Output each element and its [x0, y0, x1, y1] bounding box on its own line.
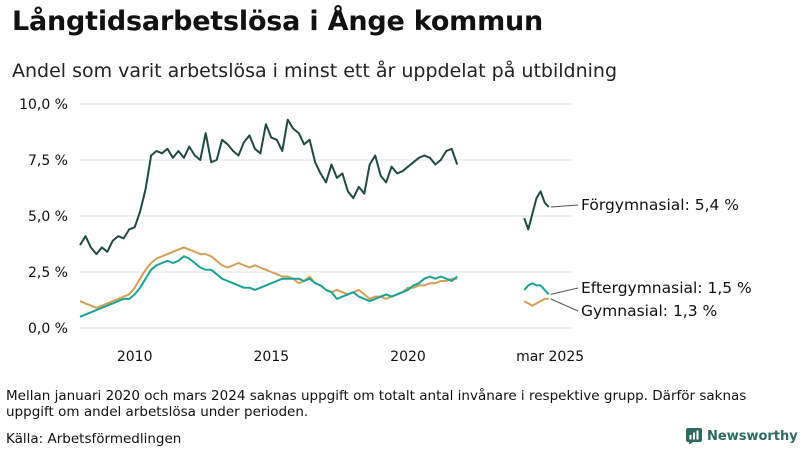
series-lines: [79, 118, 550, 318]
newsworthy-icon: [686, 428, 702, 444]
chart-title: Långtidsarbetslösa i Ånge kommun: [12, 6, 544, 37]
series-end-label: Förgymnasial: 5,4 %: [581, 196, 739, 214]
series-line-gymnasial: [79, 246, 458, 309]
chart-subtitle: Andel som varit arbetslösa i minst ett å…: [12, 60, 618, 82]
series-line-förgymnasial: [523, 190, 550, 231]
series-line-eftergymnasial: [523, 282, 550, 296]
source-text: Källa: Arbetsförmedlingen: [6, 431, 182, 447]
x-tick-label: 2020: [390, 349, 426, 365]
series-labels: Förgymnasial: 5,4 % Eftergymnasial: 1,5 %…: [550, 196, 752, 320]
x-tick-label: 2015: [254, 349, 290, 365]
grid-lines: [80, 103, 572, 329]
line-chart: 0,0 % 2,5 % 5,0 % 7,5 % 10,0 % 2010 2015 2020 ma…: [19, 97, 752, 365]
axis-ticks: 0,0 % 2,5 % 5,0 % 7,5 % 10,0 % 2010 2015 2020 ma…: [19, 97, 584, 365]
y-tick-label: 10,0 %: [19, 97, 68, 113]
label-connector: [550, 298, 579, 312]
label-connector: [550, 204, 579, 208]
x-tick-label: 2010: [117, 349, 153, 365]
y-tick-label: 2,5 %: [28, 265, 68, 281]
label-connector: [550, 287, 579, 295]
y-tick-label: 0,0 %: [28, 321, 68, 337]
y-tick-label: 7,5 %: [28, 153, 68, 169]
footnote: Mellan januari 2020 och mars 2024 saknas…: [6, 388, 747, 420]
brand-name: Newsworthy: [707, 428, 798, 444]
y-tick-label: 5,0 %: [28, 209, 68, 225]
series-line-förgymnasial: [79, 118, 459, 256]
series-end-label: Eftergymnasial: 1,5 %: [581, 279, 752, 297]
series-end-label: Gymnasial: 1,3 %: [581, 302, 717, 320]
x-tick-label: mar 2025: [516, 349, 584, 365]
series-line-gymnasial: [523, 297, 549, 307]
series-line-eftergymnasial: [79, 255, 458, 318]
brand-logo: Newsworthy: [686, 428, 798, 444]
